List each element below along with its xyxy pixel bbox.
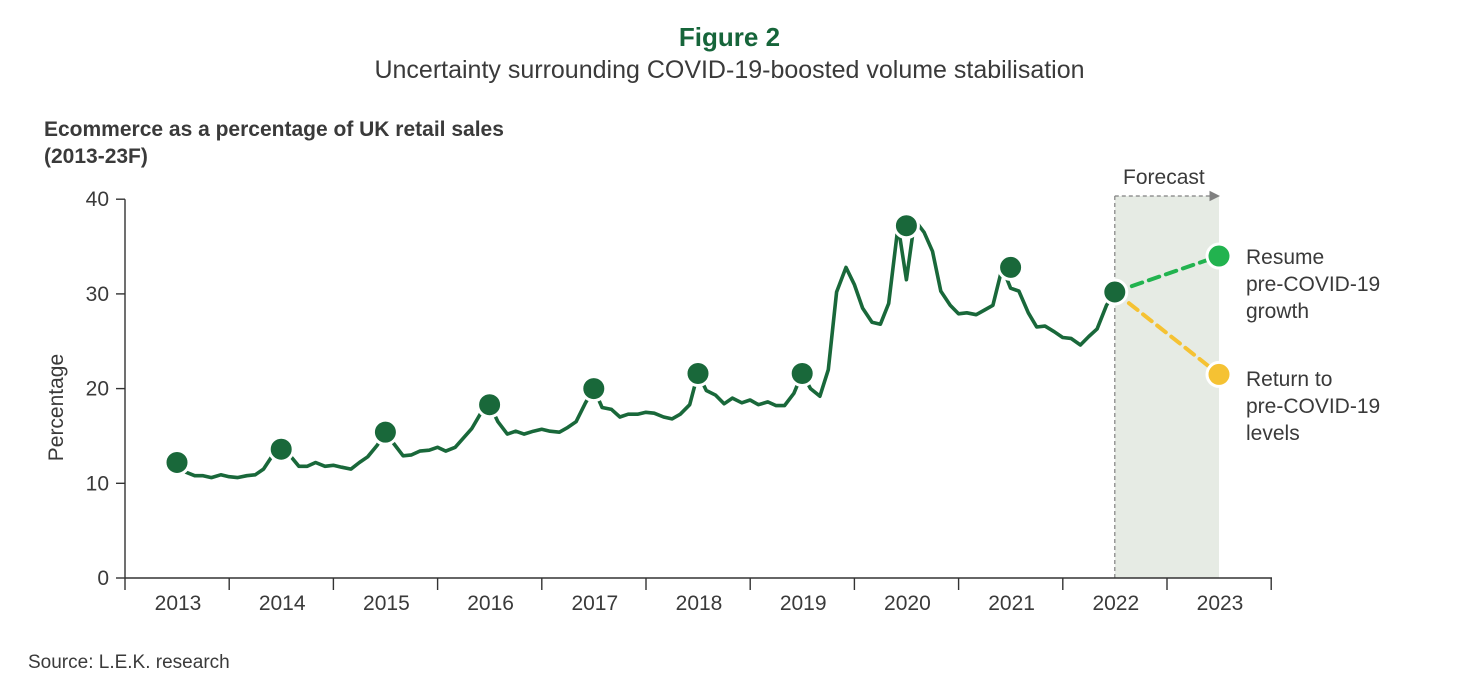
figure-title: Figure 2 [678,22,781,52]
y-tick-label: 20 [86,378,109,401]
data-point [267,435,295,463]
x-tick-label: 2016 [467,592,514,615]
growth-scenario-label: Resume pre-COVID-19 growth [1246,246,1380,323]
y-axis-label: Percentage [45,354,68,461]
x-tick-label: 2023 [1197,592,1244,615]
x-tick-label: 2020 [884,592,931,615]
forecast-label: Forecast [1123,166,1205,189]
x-tick-label: 2013 [155,592,202,615]
source-note: Source: L.E.K. research [28,652,230,673]
growth-scenario-endpoint [1205,242,1233,270]
y-tick-label: 10 [86,472,109,495]
growth-scenario-line [1112,254,1221,295]
y-tick-label: 40 [86,188,109,211]
return-scenario-label-line: pre-COVID-19 [1246,395,1380,418]
growth-scenario-label-line: Resume [1246,246,1324,269]
growth-scenario-label-line: growth [1246,300,1309,323]
x-tick-label: 2021 [988,592,1035,615]
data-point [892,212,920,240]
return-scenario-label-line: Return to [1246,368,1332,391]
growth-scenario-label-line: pre-COVID-19 [1246,273,1380,296]
data-point [788,359,816,387]
actual-series-line [175,218,1117,480]
chart-heading: Ecommerce as a percentage of UK retail s… [44,116,504,170]
chart-heading-line-1: Ecommerce as a percentage of UK retail s… [44,118,504,141]
chart-heading-line-2: (2013-23F) [44,145,148,168]
return-scenario-endpoint [1205,360,1233,388]
x-tick-label: 2015 [363,592,410,615]
data-point [580,375,608,403]
return-scenario-line [1112,290,1221,377]
return-scenario-label: Return to pre-COVID-19 levels [1246,368,1380,445]
x-tick-label: 2022 [1092,592,1139,615]
data-point [163,448,191,476]
data-point [684,359,712,387]
data-point [371,418,399,446]
y-tick-label: 30 [86,283,109,306]
figure-subtitle: Uncertainty surrounding COVID-19-boosted… [374,56,1085,84]
y-tick-label: 0 [97,567,109,590]
return-scenario-label-line: levels [1246,422,1300,445]
x-tick-label: 2019 [780,592,827,615]
x-tick-label: 2014 [259,592,306,615]
forecast-band [1114,196,1219,578]
x-tick-label: 2018 [676,592,723,615]
data-point [476,391,504,419]
data-point [1101,278,1129,306]
data-point [997,253,1025,281]
x-tick-label: 2017 [571,592,618,615]
